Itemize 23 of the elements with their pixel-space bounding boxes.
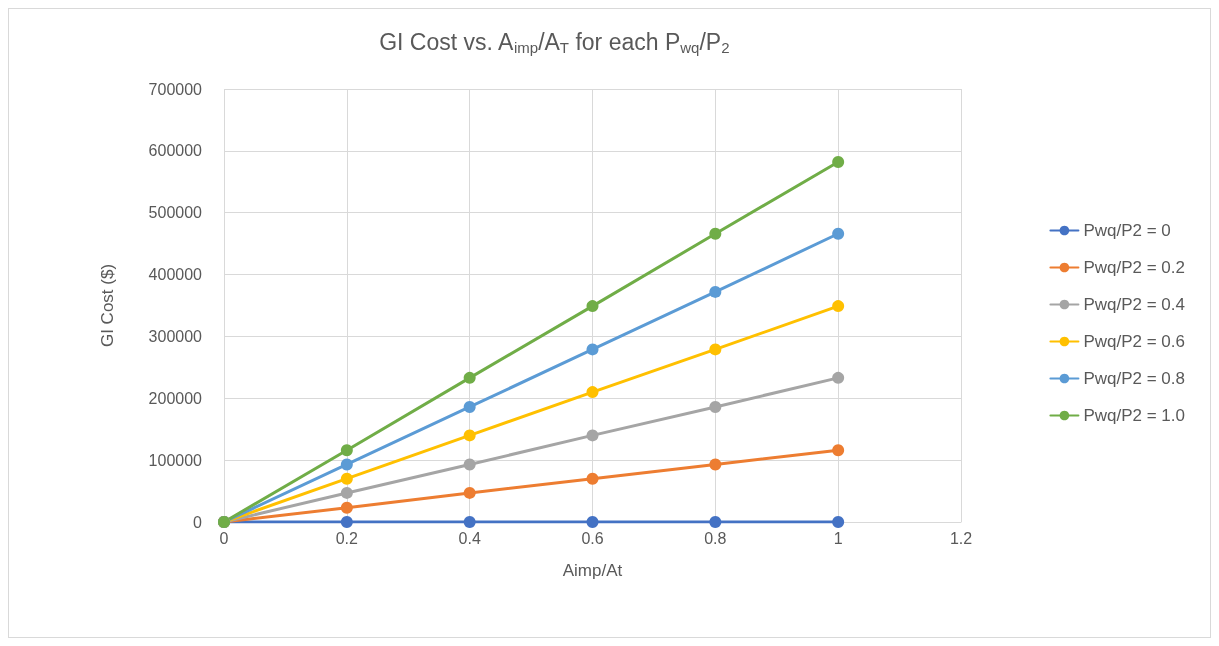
x-axis-title: Aimp/At — [562, 561, 623, 580]
x-tick-label: 1 — [833, 529, 843, 547]
x-tick-label: 0.2 — [335, 529, 359, 547]
y-tick-label: 400000 — [148, 266, 203, 284]
legend-label: Pwq/P2 = 0.6 — [1083, 332, 1185, 351]
y-tick-label: 100000 — [148, 451, 203, 469]
y-tick-label: 700000 — [148, 80, 203, 98]
y-tick-label: 200000 — [148, 389, 203, 407]
legend-label: Pwq/P2 = 0 — [1083, 221, 1171, 240]
x-tick-label: 1.2 — [949, 529, 973, 547]
x-tick-label: 0.6 — [581, 529, 604, 547]
legend-label: Pwq/P2 = 1.0 — [1083, 406, 1185, 425]
legend-label: Pwq/P2 = 0.8 — [1083, 369, 1185, 388]
legend-label: Pwq/P2 = 0.2 — [1083, 258, 1185, 277]
y-tick-label: 300000 — [148, 327, 203, 345]
x-tick-label: 0.8 — [704, 529, 727, 547]
y-tick-label: 0 — [193, 513, 203, 531]
y-tick-label: 500000 — [148, 204, 203, 222]
y-tick-label: 600000 — [148, 142, 203, 160]
legend-label: Pwq/P2 = 0.4 — [1083, 295, 1185, 314]
y-axis-title: GI Cost ($) — [98, 263, 117, 348]
x-tick-label: 0 — [219, 529, 229, 547]
x-tick-label: 0.4 — [458, 529, 481, 547]
